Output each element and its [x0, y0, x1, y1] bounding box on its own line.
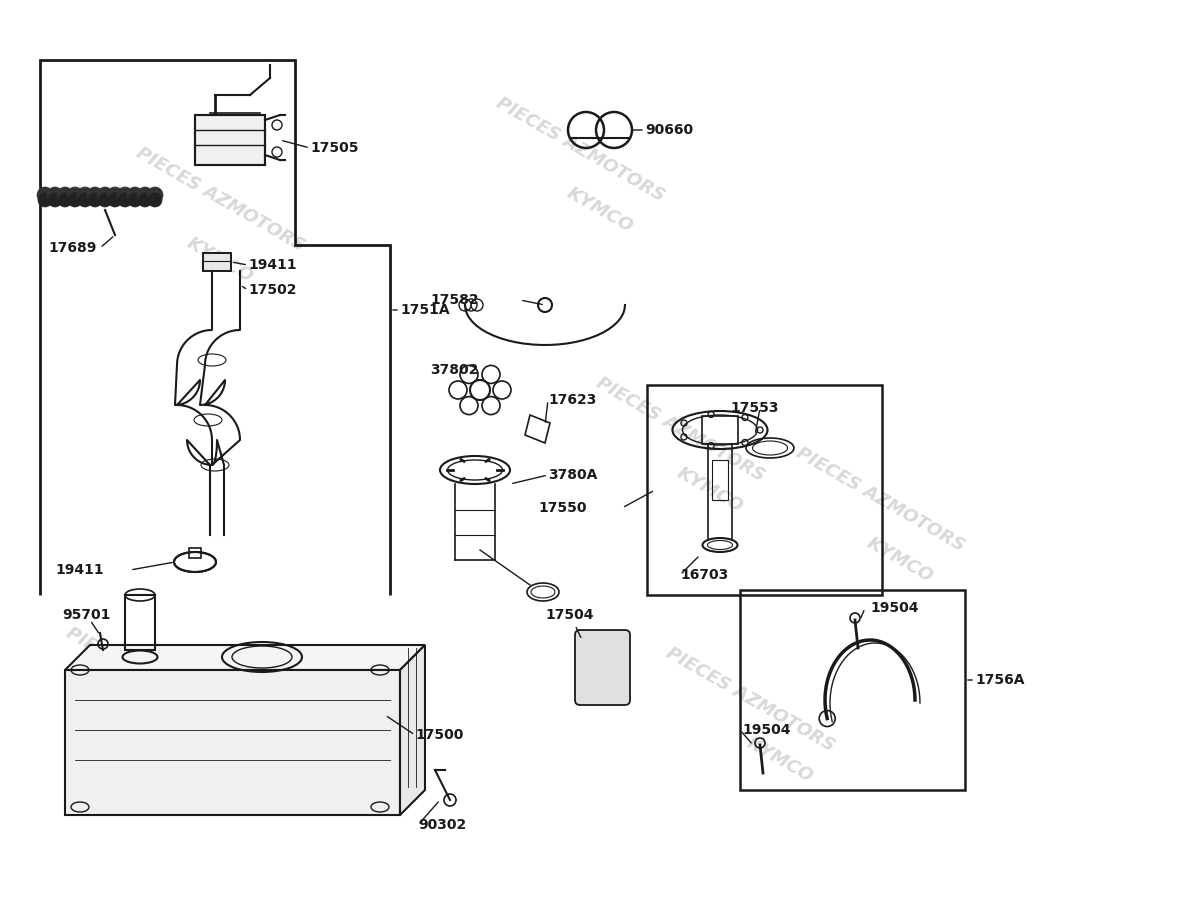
Circle shape [97, 187, 113, 203]
Circle shape [98, 193, 112, 207]
Bar [194, 115, 265, 165]
Text: KYMCO: KYMCO [133, 714, 206, 766]
Text: 17553: 17553 [730, 401, 779, 415]
Bar [702, 416, 738, 444]
Circle shape [68, 193, 82, 207]
Text: 16703: 16703 [680, 568, 728, 582]
Text: 17500: 17500 [415, 728, 463, 742]
Text: 90302: 90302 [418, 818, 467, 832]
Text: 95701: 95701 [62, 608, 110, 622]
Bar [740, 590, 965, 790]
Circle shape [37, 187, 53, 203]
Circle shape [58, 193, 72, 207]
Bar [190, 548, 202, 558]
Bar [712, 460, 728, 500]
Text: PIECES AZMOTORS: PIECES AZMOTORS [662, 644, 838, 756]
Text: 17550: 17550 [538, 501, 587, 515]
Text: KYMCO: KYMCO [744, 734, 816, 786]
Circle shape [38, 193, 52, 207]
Polygon shape [65, 645, 425, 670]
Bar [647, 385, 882, 595]
Text: 17623: 17623 [548, 393, 596, 407]
Circle shape [88, 193, 102, 207]
Text: 17504: 17504 [545, 608, 594, 622]
Text: 17502: 17502 [248, 283, 296, 297]
Text: KYMCO: KYMCO [864, 534, 936, 586]
Circle shape [148, 193, 162, 207]
Polygon shape [65, 670, 400, 815]
Circle shape [47, 187, 64, 203]
Circle shape [108, 193, 122, 207]
Circle shape [137, 187, 154, 203]
Polygon shape [400, 645, 425, 815]
Circle shape [58, 187, 73, 203]
Circle shape [48, 193, 62, 207]
Text: KYMCO: KYMCO [564, 184, 636, 236]
Bar [125, 595, 155, 650]
Text: KYMCO: KYMCO [184, 234, 257, 286]
Circle shape [77, 187, 94, 203]
Text: PIECES AZMOTORS: PIECES AZMOTORS [793, 445, 967, 555]
Text: 19504: 19504 [742, 723, 791, 737]
Text: 19504: 19504 [870, 601, 918, 615]
Circle shape [127, 187, 143, 203]
Text: KYMCO: KYMCO [673, 464, 746, 516]
Circle shape [118, 193, 132, 207]
Circle shape [107, 187, 124, 203]
Text: 17689: 17689 [48, 241, 96, 255]
Text: 37802: 37802 [430, 363, 479, 377]
Circle shape [118, 187, 133, 203]
Bar [203, 253, 230, 271]
Circle shape [138, 193, 152, 207]
Text: PIECES AZMOTORS: PIECES AZMOTORS [593, 374, 767, 486]
Text: 90660: 90660 [646, 123, 694, 137]
Text: 1756A: 1756A [974, 673, 1025, 687]
Bar [194, 115, 265, 165]
Text: PIECES AZMOTORS: PIECES AZMOTORS [62, 625, 238, 735]
Circle shape [88, 187, 103, 203]
FancyBboxPatch shape [575, 630, 630, 705]
Text: PIECES AZMOTORS: PIECES AZMOTORS [133, 144, 307, 256]
Text: 19411: 19411 [55, 563, 103, 577]
Text: 1751A: 1751A [400, 303, 450, 317]
Circle shape [67, 187, 83, 203]
Text: PIECES AZMOTORS: PIECES AZMOTORS [493, 94, 667, 205]
Bar [203, 253, 230, 271]
Text: 17505: 17505 [310, 141, 359, 155]
Text: 3780A: 3780A [548, 468, 598, 482]
Text: 17582: 17582 [430, 293, 479, 307]
Circle shape [78, 193, 92, 207]
Circle shape [148, 187, 163, 203]
Text: 19411: 19411 [248, 258, 296, 272]
Circle shape [128, 193, 142, 207]
